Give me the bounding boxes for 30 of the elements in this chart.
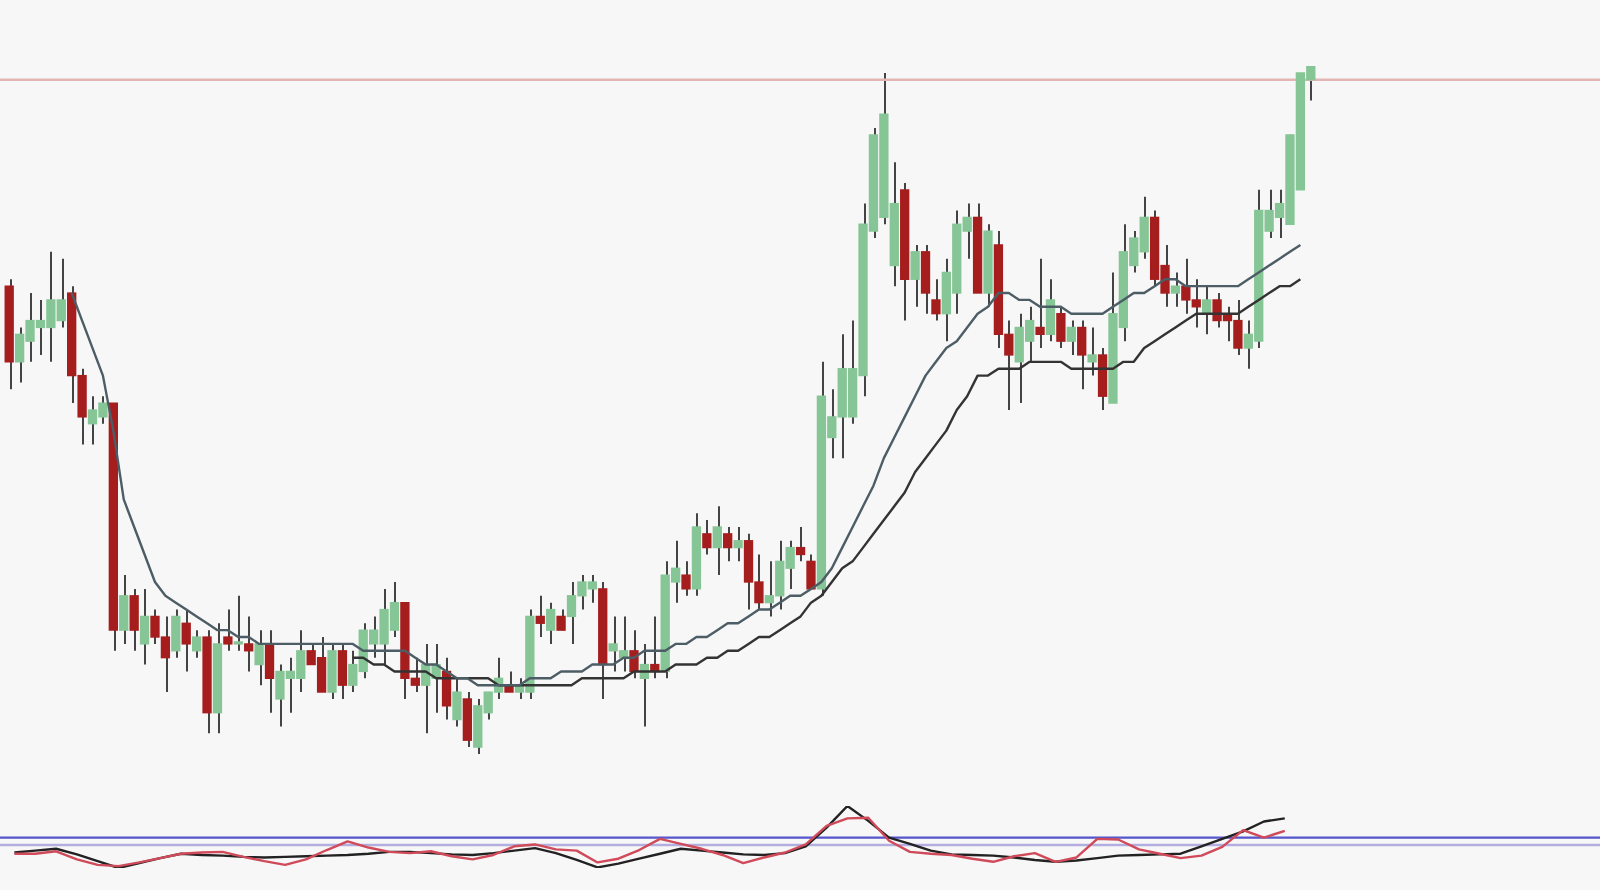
candlestick bbox=[723, 525, 733, 563]
candlestick bbox=[233, 594, 243, 652]
candlestick bbox=[244, 615, 254, 673]
candlestick bbox=[264, 629, 275, 714]
candlestick bbox=[1097, 347, 1108, 411]
candlestick bbox=[181, 608, 191, 673]
candlestick bbox=[191, 629, 202, 659]
candlestick bbox=[119, 574, 129, 645]
candlestick bbox=[1066, 319, 1076, 356]
candlestick bbox=[535, 594, 545, 639]
candlestick bbox=[139, 587, 150, 666]
candlestick bbox=[254, 629, 264, 687]
candlestick bbox=[806, 553, 816, 590]
candlestick bbox=[556, 608, 566, 632]
candlestick bbox=[733, 525, 743, 563]
candlestick bbox=[129, 587, 139, 652]
candlestick bbox=[462, 691, 473, 749]
candlestick bbox=[712, 505, 722, 577]
candlestick bbox=[910, 243, 920, 308]
candlestick bbox=[795, 525, 806, 563]
candlestick bbox=[1077, 319, 1087, 391]
candlestick bbox=[327, 642, 337, 700]
candlestick bbox=[337, 642, 348, 700]
candlestick bbox=[546, 601, 556, 645]
candlestick bbox=[702, 519, 712, 556]
candlestick bbox=[1056, 305, 1066, 350]
candlestick bbox=[452, 677, 462, 728]
candlestick bbox=[1045, 278, 1056, 343]
candlestick bbox=[1170, 271, 1181, 308]
candlestick bbox=[1035, 257, 1045, 350]
